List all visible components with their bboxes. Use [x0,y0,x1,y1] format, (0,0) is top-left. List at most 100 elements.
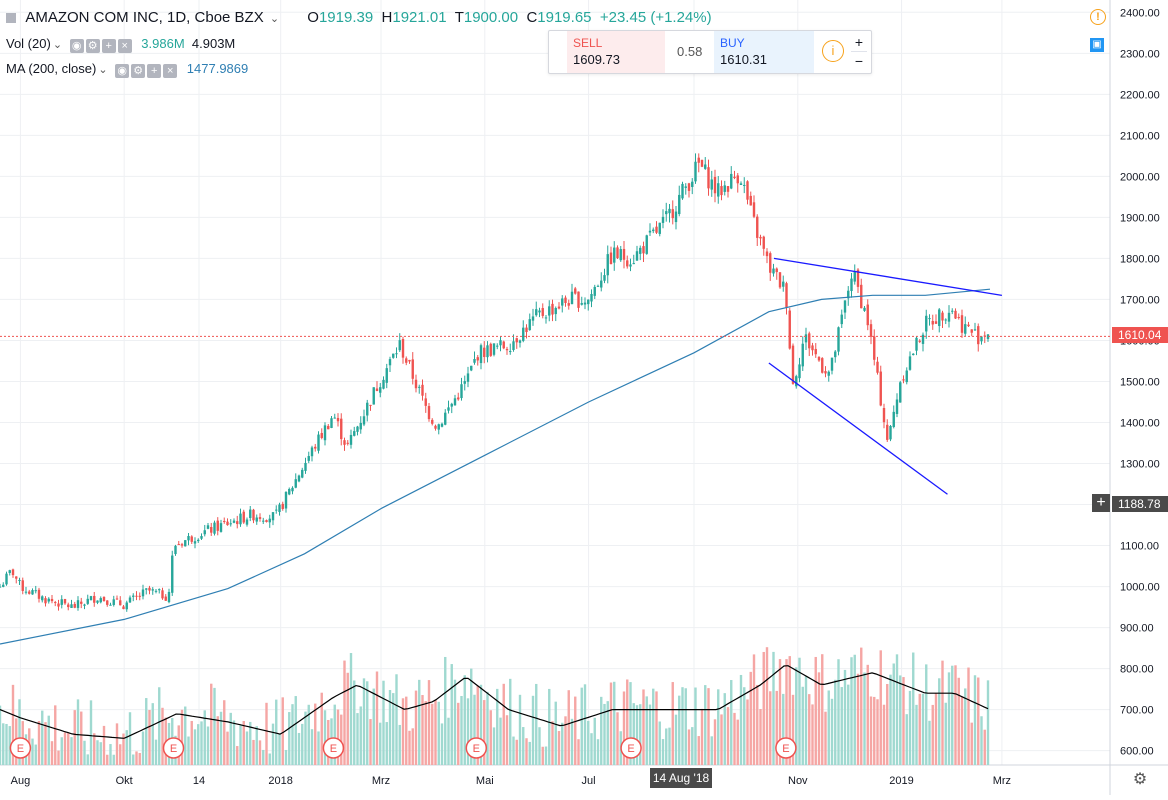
symbol-legend[interactable]: AMAZON COM INC, 1D, Cboe BZX ⌄ O1919.39 … [6,9,712,26]
candle-body [353,431,356,436]
crosshair-plus-icon[interactable]: + [1092,494,1110,512]
candle-body [408,359,411,362]
volume-bar [5,723,8,765]
candle-body [197,539,200,542]
volume-bar [525,738,528,765]
earnings-label: E [473,743,480,755]
candle-body [470,365,473,371]
indicator-buttons[interactable]: ◉ ⚙ + × [115,62,179,78]
volume-bar [346,672,349,765]
candle-body [252,509,255,521]
info-icon[interactable]: i [822,40,844,62]
indicator-buttons[interactable]: ◉ ⚙ + × [69,37,134,53]
candle-body [957,317,960,319]
volume-bar [379,722,382,765]
plus-icon[interactable]: + [101,38,116,53]
volume-bar [216,716,219,765]
volume-bar [206,726,210,765]
volume-bar [743,687,746,765]
candle-body [951,310,954,312]
plus-icon[interactable]: + [147,63,162,78]
candle-body [899,382,902,403]
volume-bar [941,660,944,765]
crosshair-time-tag: 14 Aug '18 [650,768,712,788]
candle-body [746,181,749,200]
candle-body [154,590,158,592]
candle-body [187,536,190,541]
earnings-marker [9,737,32,759]
earnings-label: E [782,743,789,755]
candle-body [349,434,353,445]
gear-icon[interactable]: ⚙ [131,63,146,78]
volume-bar [8,726,11,765]
volume-legend[interactable]: Vol (20) ⌄ ◉ ⚙ + × 3.986M 4.903M [6,36,235,53]
candle-body [918,340,921,342]
volume-bar [804,675,808,765]
symbol-title[interactable]: AMAZON COM INC, 1D, Cboe BZX [25,9,264,26]
y-tick-label: 2100.00 [1120,130,1160,142]
candle-body [271,512,275,521]
volume-bar [821,654,824,765]
candle-body [892,411,895,428]
gear-icon[interactable]: ⚙ [85,38,100,53]
collapse-icon[interactable] [6,13,16,24]
candle-body [102,596,106,601]
plus-button[interactable]: + [851,33,867,52]
candle-body [678,194,681,215]
candle-body [769,253,772,273]
settings-gear-icon[interactable]: ⚙ [1132,771,1148,788]
candle-body [148,587,151,591]
eye-icon[interactable]: ◉ [115,63,130,78]
ma-legend[interactable]: MA (200, close) ⌄ ◉ ⚙ + × 1477.9869 [6,61,248,78]
candle-body [479,345,483,364]
y-tick-label: 2400.00 [1120,7,1160,19]
candle-body [541,308,544,316]
sell-button[interactable]: SELL 1609.73 [567,31,665,73]
volume-bar [577,739,580,765]
minus-button[interactable]: − [854,53,864,69]
candle-body [450,403,453,407]
volume-label[interactable]: Vol (20) [6,36,51,51]
volume-bar [278,733,281,765]
candle-body [869,324,873,337]
volume-bar [847,684,850,765]
ma-label[interactable]: MA (200, close) [6,61,97,76]
chevron-down-icon[interactable]: ⌄ [98,64,108,76]
candle-body [93,595,96,603]
volume-bar [707,688,710,765]
volume-bar [89,700,93,765]
volume-bar [717,689,720,765]
candle-body [122,606,125,610]
candle-body [606,254,609,276]
alert-icon[interactable]: ! [1090,9,1106,25]
volume-bar [746,699,749,765]
candle-body [60,599,63,605]
candle-body [73,603,76,608]
buy-button[interactable]: BUY 1610.31 [714,31,814,73]
candle-body [489,343,492,356]
chevron-down-icon[interactable]: ⌄ [269,13,280,25]
volume-bar [356,713,359,765]
earnings-label: E [330,743,337,755]
candle-body [281,503,284,509]
volume-bar [970,722,973,765]
volume-bar [710,736,713,765]
volume-bar [232,720,236,765]
eye-icon[interactable]: ◉ [69,38,84,53]
candle-body [5,573,8,585]
candle-body [229,523,232,525]
candle-body [583,302,587,305]
volume-bar [756,684,759,765]
candle-body [778,272,782,288]
volume-bar [502,683,505,765]
candle-body [613,247,616,263]
volume-bar [281,697,284,765]
chevron-down-icon[interactable]: ⌄ [52,39,63,51]
candle-body [8,570,11,573]
calendar-icon[interactable]: ▣ [1090,38,1104,52]
candle-body [873,336,876,360]
close-icon[interactable]: × [163,63,178,78]
close-icon[interactable]: × [117,38,132,53]
